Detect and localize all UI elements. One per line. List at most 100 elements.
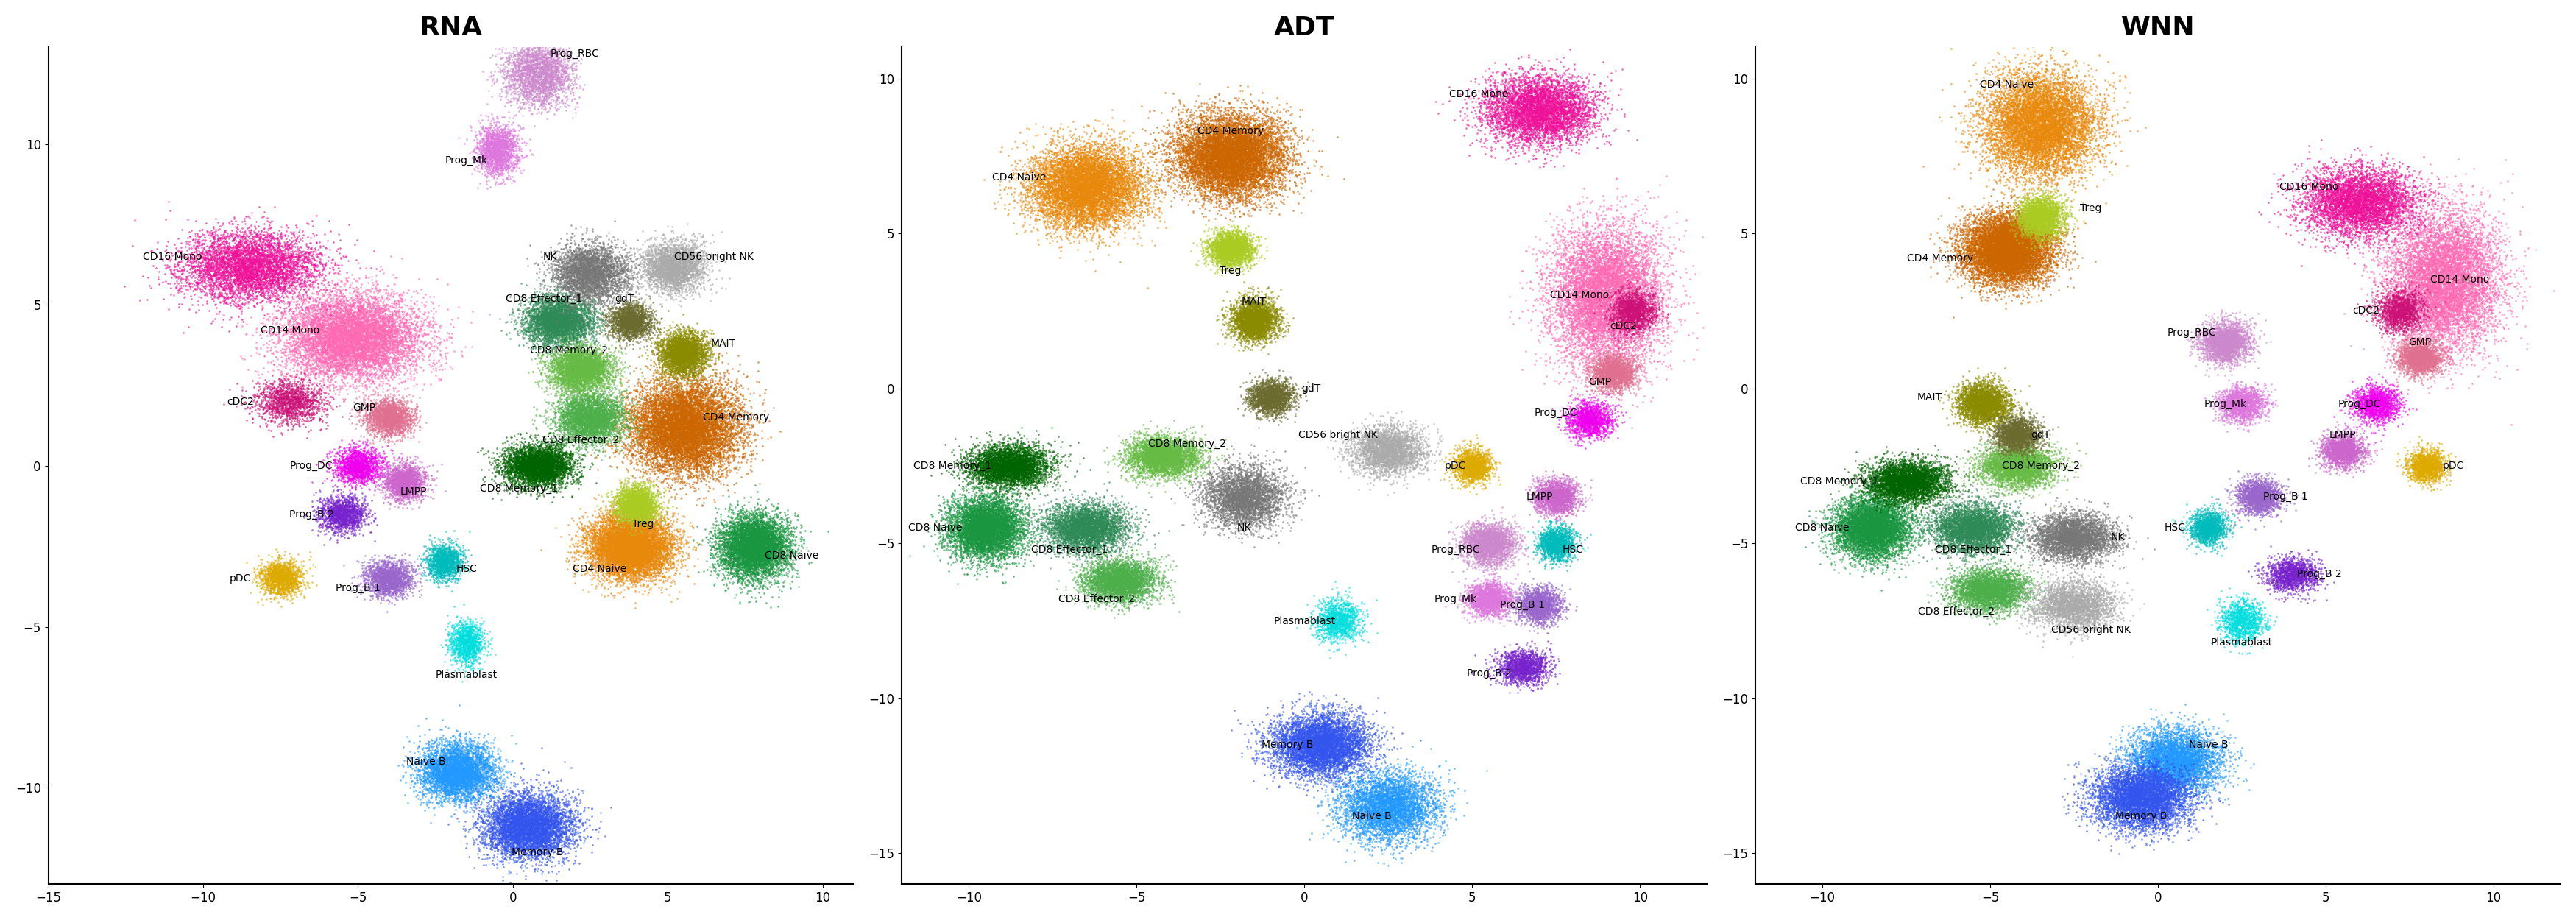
Point bbox=[448, 752, 489, 766]
Point bbox=[1610, 311, 1651, 326]
Point bbox=[744, 534, 786, 548]
Point bbox=[963, 527, 1005, 542]
Point bbox=[721, 550, 762, 565]
Point bbox=[2344, 178, 2385, 193]
Point bbox=[2022, 197, 2063, 212]
Point bbox=[1507, 115, 1548, 130]
Point bbox=[2259, 476, 2300, 490]
Point bbox=[2409, 315, 2450, 329]
Point bbox=[1224, 491, 1265, 506]
Point bbox=[1306, 627, 1347, 641]
Point bbox=[1868, 476, 1909, 490]
Point bbox=[371, 403, 412, 418]
Point bbox=[670, 421, 711, 436]
Point bbox=[665, 435, 706, 450]
Point bbox=[2378, 290, 2419, 305]
Point bbox=[1579, 275, 1620, 290]
Point bbox=[440, 763, 482, 777]
Point bbox=[2063, 529, 2105, 544]
Point bbox=[1450, 524, 1492, 539]
Point bbox=[368, 477, 410, 492]
Point bbox=[654, 424, 696, 439]
Point bbox=[1968, 108, 2009, 122]
Point bbox=[2226, 397, 2267, 412]
Point bbox=[384, 458, 425, 473]
Point bbox=[420, 561, 461, 576]
Point bbox=[647, 270, 688, 285]
Point bbox=[1198, 128, 1239, 143]
Point bbox=[2414, 270, 2455, 284]
Point bbox=[1994, 587, 2035, 602]
Point bbox=[1110, 173, 1151, 188]
Point bbox=[1247, 760, 1288, 775]
Point bbox=[2385, 270, 2427, 285]
Point bbox=[2040, 85, 2081, 99]
Point bbox=[2429, 341, 2470, 356]
Point bbox=[345, 314, 386, 328]
Point bbox=[1865, 508, 1906, 523]
Point bbox=[183, 242, 224, 257]
Point bbox=[564, 344, 605, 359]
Point bbox=[536, 313, 577, 328]
Point bbox=[1512, 660, 1553, 674]
Point bbox=[2221, 404, 2262, 419]
Point bbox=[1200, 247, 1242, 261]
Point bbox=[1868, 477, 1909, 491]
Point bbox=[312, 500, 353, 515]
Point bbox=[544, 322, 585, 337]
Point bbox=[979, 550, 1020, 565]
Point bbox=[1522, 583, 1564, 598]
Point bbox=[2069, 612, 2110, 627]
Point bbox=[301, 310, 343, 325]
Point bbox=[464, 761, 505, 776]
Point bbox=[562, 411, 603, 426]
Point bbox=[1535, 79, 1577, 94]
Point bbox=[613, 320, 654, 335]
Point bbox=[2259, 566, 2300, 581]
Point bbox=[1996, 464, 2038, 478]
Point bbox=[2200, 408, 2241, 423]
Point bbox=[358, 342, 399, 357]
Point bbox=[2396, 294, 2437, 309]
Point bbox=[1278, 730, 1319, 744]
Point bbox=[1224, 257, 1265, 271]
Point bbox=[1540, 488, 1582, 502]
Point bbox=[492, 54, 533, 69]
Point bbox=[502, 469, 544, 484]
Point bbox=[2427, 281, 2468, 295]
Point bbox=[2393, 460, 2434, 475]
Point bbox=[1265, 379, 1306, 394]
Point bbox=[1955, 406, 1996, 420]
Point bbox=[984, 463, 1025, 477]
Point bbox=[374, 575, 415, 590]
Point bbox=[2105, 799, 2146, 813]
Point bbox=[1234, 136, 1275, 151]
Point bbox=[1986, 254, 2027, 269]
Point bbox=[1388, 439, 1430, 454]
Point bbox=[752, 530, 793, 545]
Point bbox=[2050, 135, 2092, 150]
Point bbox=[1819, 522, 1860, 536]
Point bbox=[2063, 587, 2105, 602]
Point bbox=[340, 309, 381, 324]
Point bbox=[1337, 455, 1378, 470]
Point bbox=[757, 531, 799, 546]
Point bbox=[1198, 201, 1239, 215]
Point bbox=[649, 254, 690, 269]
Point bbox=[379, 477, 420, 491]
Point bbox=[1870, 480, 1911, 495]
Point bbox=[672, 345, 714, 360]
Point bbox=[2197, 338, 2239, 352]
Point bbox=[487, 830, 528, 845]
Point bbox=[2334, 453, 2375, 467]
Point bbox=[1530, 480, 1571, 495]
Point bbox=[943, 505, 984, 520]
Point bbox=[2290, 556, 2331, 570]
Point bbox=[1059, 198, 1100, 213]
Point bbox=[2231, 385, 2272, 400]
Point bbox=[1082, 513, 1123, 528]
Point bbox=[1984, 572, 2025, 587]
Point bbox=[2233, 482, 2275, 497]
Point bbox=[1976, 232, 2017, 247]
Point bbox=[1175, 165, 1216, 179]
